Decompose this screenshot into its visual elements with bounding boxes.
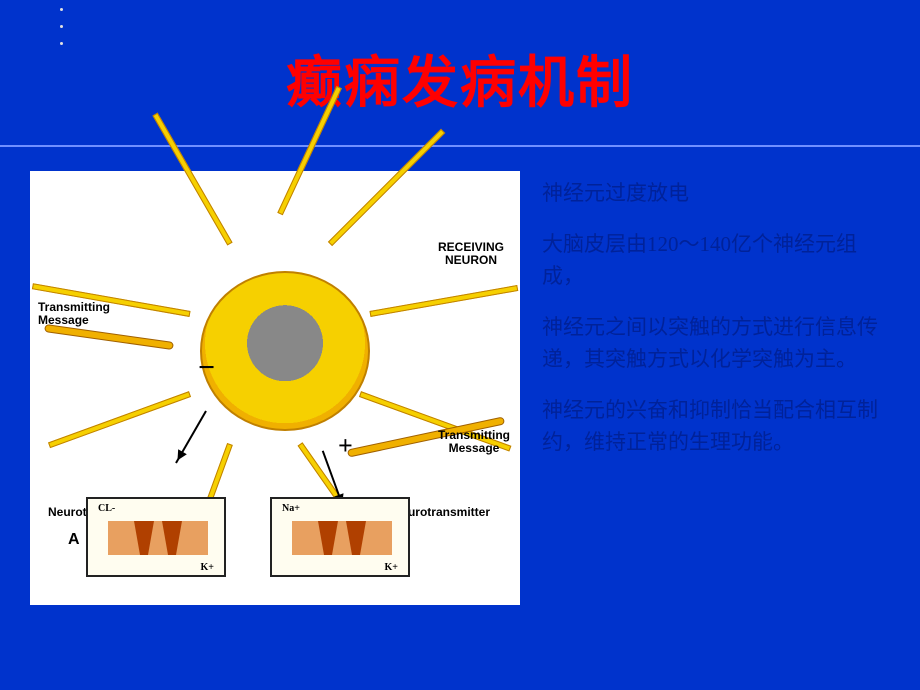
arrow-to-panel-a bbox=[175, 411, 207, 464]
bullet-item bbox=[72, 21, 75, 32]
minus-symbol: − bbox=[198, 351, 215, 385]
label-transmitting-1: TransmittingMessage bbox=[38, 301, 110, 327]
label-transmitting-2: TransmittingMessage bbox=[438, 429, 510, 455]
bullet-item bbox=[72, 38, 75, 49]
dendrite bbox=[152, 113, 232, 246]
bullet-item bbox=[72, 4, 75, 15]
synapse-panel-a: CL- K+ bbox=[86, 497, 226, 577]
axon-incoming-left bbox=[44, 324, 174, 350]
dendrite bbox=[48, 391, 191, 448]
neuron-diagram: − + RECEIVINGNEURON TransmittingMessage … bbox=[30, 171, 520, 605]
text-column: 神经元过度放电 大脑皮层由120～140亿个神经元组成， 神经元之间以突触的方式… bbox=[542, 171, 890, 605]
pore bbox=[134, 521, 154, 555]
plus-symbol: + bbox=[338, 431, 353, 461]
pore bbox=[162, 521, 182, 555]
membrane-channel-a bbox=[108, 521, 208, 555]
paragraph: 神经元过度放电 bbox=[542, 177, 890, 210]
content-row: − + RECEIVINGNEURON TransmittingMessage … bbox=[0, 147, 920, 605]
ion-cl-label: CL- bbox=[98, 503, 115, 514]
ion-k-label: K+ bbox=[201, 562, 214, 573]
neuron-cell-group: − + bbox=[50, 181, 500, 485]
synapse-panel-b: Na+ K+ bbox=[270, 497, 410, 577]
dendrite bbox=[328, 129, 445, 246]
slide-title: 癫痫发病机制 bbox=[0, 0, 920, 119]
paragraph: 神经元之间以突触的方式进行信息传递，其突触方式以化学突触为主。 bbox=[542, 311, 890, 376]
ion-k-label: K+ bbox=[385, 562, 398, 573]
membrane-channel-b bbox=[292, 521, 392, 555]
pore bbox=[318, 521, 338, 555]
label-receiving-neuron: RECEIVINGNEURON bbox=[438, 241, 504, 267]
ion-na-label: Na+ bbox=[282, 503, 300, 514]
cell-body bbox=[200, 271, 370, 431]
bullet-list bbox=[72, 4, 75, 55]
paragraph: 神经元的兴奋和抑制恰当配合相互制约，维持正常的生理功能。 bbox=[542, 394, 890, 459]
dendrite bbox=[369, 285, 518, 317]
label-panel-a: A bbox=[68, 531, 80, 549]
pore bbox=[346, 521, 366, 555]
paragraph: 大脑皮层由120～140亿个神经元组成， bbox=[542, 228, 890, 293]
